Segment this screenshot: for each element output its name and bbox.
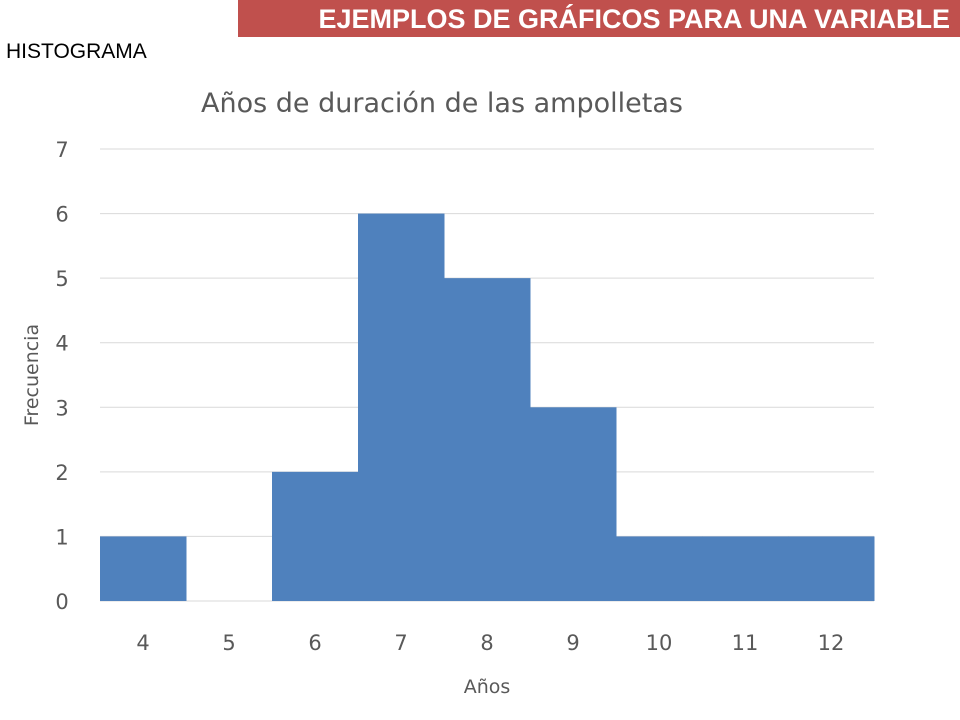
slide-title: EJEMPLOS DE GRÁFICOS PARA UNA VARIABLE [318, 4, 950, 34]
histogram-bar-8 [444, 278, 531, 601]
y-tick-label: 6 [55, 203, 68, 227]
bars [100, 213, 875, 602]
y-tick-label: 2 [55, 461, 68, 485]
chart-title: Años de duración de las ampolletas [201, 88, 683, 119]
y-tick-label: 1 [55, 525, 68, 549]
slide-subheading: HISTOGRAMA [6, 40, 147, 63]
x-tick-label: 12 [818, 631, 845, 655]
x-tick-label: 7 [394, 631, 407, 655]
x-axis-ticks: 4 5 6 7 8 9 10 11 12 [136, 631, 844, 655]
histogram-bar-6 [272, 471, 359, 601]
histogram-bar-10 [616, 536, 703, 601]
y-tick-label: 3 [55, 396, 68, 420]
histogram-bar-4 [100, 536, 187, 601]
x-tick-label: 11 [732, 631, 759, 655]
x-tick-label: 10 [646, 631, 673, 655]
histogram-bar-7 [358, 213, 445, 602]
x-tick-label: 6 [308, 631, 321, 655]
x-tick-label: 5 [222, 631, 235, 655]
x-tick-label: 4 [136, 631, 149, 655]
y-tick-label: 7 [55, 138, 68, 162]
y-tick-label: 4 [55, 332, 68, 356]
y-axis-ticks: 0 1 2 3 4 5 6 7 [55, 138, 68, 614]
y-tick-label: 5 [55, 267, 68, 291]
histogram-bar-11 [702, 536, 789, 601]
y-tick-label: 0 [55, 590, 68, 614]
histogram-bar-12 [788, 536, 875, 601]
histogram-bar-9 [530, 407, 617, 601]
y-axis-title: Frecuencia [21, 324, 43, 426]
x-tick-label: 9 [566, 631, 579, 655]
x-axis-title: Años [464, 676, 511, 698]
x-tick-label: 8 [480, 631, 493, 655]
header-bar: EJEMPLOS DE GRÁFICOS PARA UNA VARIABLE [238, 0, 960, 37]
